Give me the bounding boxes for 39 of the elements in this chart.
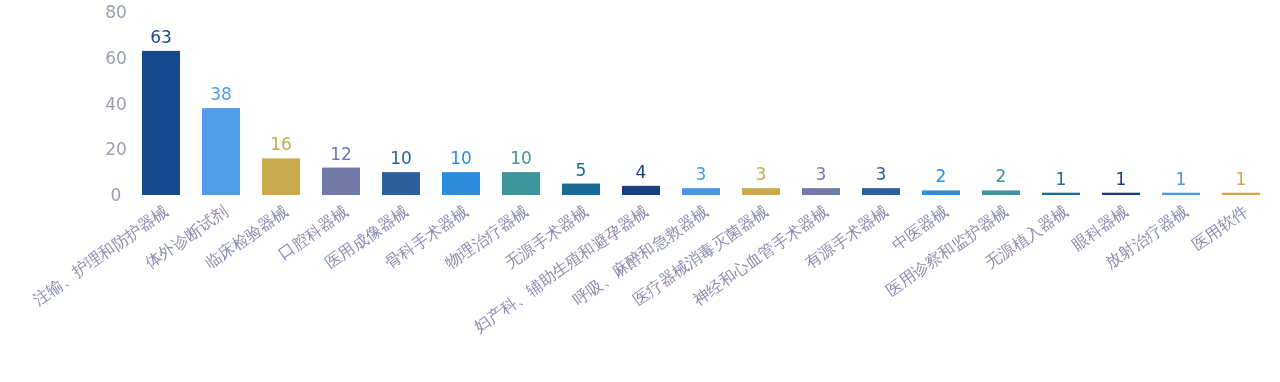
data-label: 12 xyxy=(330,143,352,164)
data-label: 2 xyxy=(995,166,1007,187)
bar xyxy=(922,190,960,195)
bar xyxy=(682,188,720,195)
data-label: 1 xyxy=(1115,168,1127,189)
bar xyxy=(142,50,180,195)
data-label: 10 xyxy=(390,148,412,169)
data-label: 1 xyxy=(1175,168,1187,189)
bar xyxy=(862,188,900,195)
bar xyxy=(202,108,240,195)
y-tick-label: 60 xyxy=(105,47,127,68)
bar xyxy=(322,167,360,195)
bar xyxy=(502,172,540,195)
data-label: 10 xyxy=(450,148,472,169)
data-label: 2 xyxy=(935,166,947,187)
data-label: 1 xyxy=(1235,168,1247,189)
data-label: 5 xyxy=(575,159,587,180)
data-label: 3 xyxy=(695,164,707,185)
y-tick-label: 0 xyxy=(110,185,122,205)
data-label: 38 xyxy=(210,84,232,105)
data-label: 3 xyxy=(875,164,887,185)
bar xyxy=(442,172,480,195)
bar xyxy=(562,183,600,195)
bar xyxy=(802,188,840,195)
data-label: 16 xyxy=(270,134,292,155)
bar xyxy=(382,172,420,195)
data-label: 1 xyxy=(1055,168,1067,189)
data-label: 4 xyxy=(635,161,647,182)
bar xyxy=(622,185,660,195)
bar xyxy=(742,188,780,195)
bar xyxy=(982,190,1020,195)
y-tick-label: 40 xyxy=(105,93,127,114)
data-label: 3 xyxy=(815,164,827,185)
y-tick-label: 20 xyxy=(105,139,127,160)
data-label: 10 xyxy=(510,148,532,169)
bar xyxy=(262,158,300,195)
data-label: 3 xyxy=(755,164,767,185)
y-tick-label: 80 xyxy=(105,2,127,22)
data-label: 63 xyxy=(150,26,172,47)
